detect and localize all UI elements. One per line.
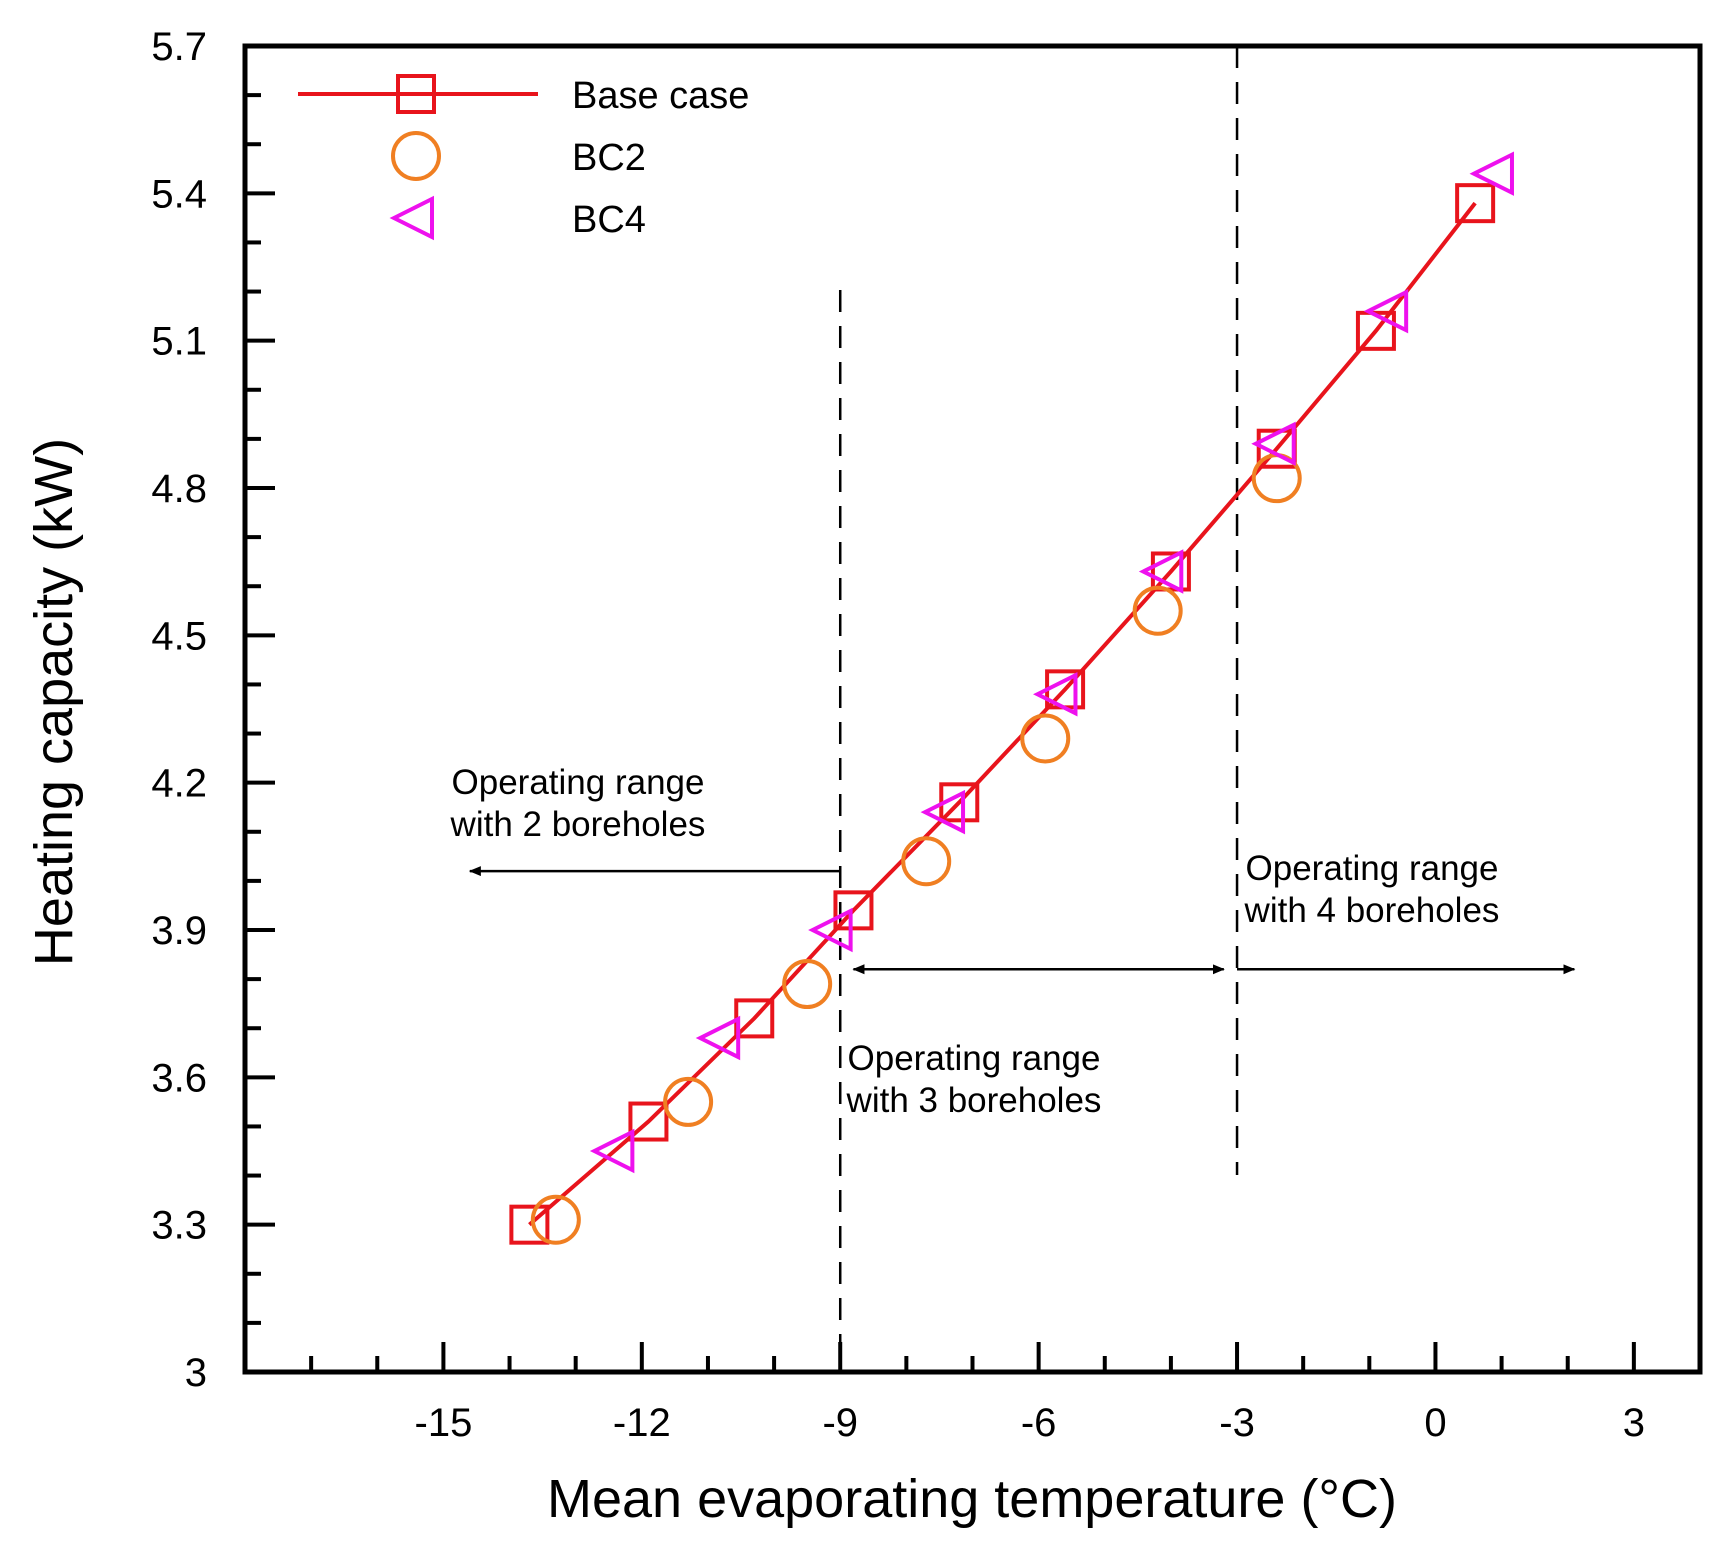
arrow-range3-start-head xyxy=(852,964,865,975)
y-tick-label-1: 3.3 xyxy=(151,1204,207,1248)
y-tick-label-0: 3 xyxy=(185,1351,207,1395)
bc4-point-6 xyxy=(1138,549,1184,594)
legend-base-case-label: Base case xyxy=(572,75,749,117)
legend-bc4-triangle-icon xyxy=(389,195,434,241)
annotation-range4-line2: with 4 boreholes xyxy=(1244,891,1500,930)
legend: Base case BC2 BC4 xyxy=(298,74,749,241)
base-case-point-2 xyxy=(628,1101,669,1142)
bc2-point-4 xyxy=(901,836,952,887)
annotation-range3-line1: Operating range xyxy=(848,1039,1101,1078)
bc4-point-1 xyxy=(589,1128,635,1174)
annotation-range3-line2: with 3 boreholes xyxy=(846,1081,1102,1120)
plot-frame xyxy=(242,43,1703,1375)
bc2-point-3 xyxy=(782,959,833,1010)
legend-bc4-label: BC4 xyxy=(572,199,646,241)
bc2-point-6 xyxy=(1132,585,1183,636)
x-tick-label-4: -3 xyxy=(1219,1401,1255,1445)
base-case-point-10 xyxy=(1455,183,1496,224)
x-tick-label-3: -6 xyxy=(1021,1401,1057,1445)
y-tick-label-8: 5.4 xyxy=(151,172,207,216)
base-case-point-7 xyxy=(1150,551,1191,592)
data-markers xyxy=(509,151,1514,1245)
base-case-line xyxy=(528,201,1477,1227)
y-tick-label-4: 4.2 xyxy=(151,762,207,806)
x-axis-title: Mean evaporating temperature (°C) xyxy=(547,1469,1397,1529)
y-tick-label-6: 4.8 xyxy=(151,467,207,511)
legend-bc2-circle-icon xyxy=(391,131,441,181)
y-axis-title: Heating capacity (kW) xyxy=(24,438,84,966)
base-case-point-1 xyxy=(509,1204,550,1245)
y-tick-label-2: 3.6 xyxy=(151,1056,207,1100)
bc2-point-5 xyxy=(1020,713,1071,764)
base-case-polyline xyxy=(528,201,1477,1227)
x-tick-label-6: 3 xyxy=(1623,1401,1645,1445)
y-tick-label-9: 5.7 xyxy=(151,25,207,69)
annotations: Operating range with 2 boreholes Operati… xyxy=(450,763,1576,1120)
y-tick-label-3: 3.9 xyxy=(151,909,207,953)
annotation-range2-line2: with 2 boreholes xyxy=(450,805,706,844)
bc4-point-4 xyxy=(920,789,966,835)
bc4-point-5 xyxy=(1033,672,1078,717)
annotation-range2-line1: Operating range xyxy=(452,763,705,802)
bc2-point-1 xyxy=(530,1194,581,1245)
annotation-range4-line1: Operating range xyxy=(1246,849,1499,888)
y-tick-label-5: 4.5 xyxy=(151,614,207,658)
bc4-point-7 xyxy=(1251,421,1296,467)
x-tick-label-0: -15 xyxy=(415,1401,473,1445)
bc2-point-2 xyxy=(663,1076,714,1127)
bc4-point-3 xyxy=(808,907,853,953)
x-tick-label-1: -12 xyxy=(613,1401,671,1445)
base-case-point-9 xyxy=(1355,310,1396,351)
x-tick-label-2: -9 xyxy=(822,1401,858,1445)
legend-bc2-label: BC2 xyxy=(572,137,646,179)
vertical-divider-lines xyxy=(838,46,1239,1372)
bc4-point-8 xyxy=(1363,288,1409,334)
x-tick-label-5: 0 xyxy=(1424,1401,1446,1445)
bc4-point-2 xyxy=(695,1015,741,1061)
y-tick-label-7: 5.1 xyxy=(151,320,207,364)
bc4-point-9 xyxy=(1469,151,1514,196)
legend-base-case-square-icon xyxy=(396,74,436,114)
base-case-point-4 xyxy=(833,890,874,931)
axes: -15 -12 -9 -6 -3 0 3 3 3.3 3.6 3.9 4.2 4.5 4.8 5.1 5.4 5… xyxy=(151,25,1703,1445)
